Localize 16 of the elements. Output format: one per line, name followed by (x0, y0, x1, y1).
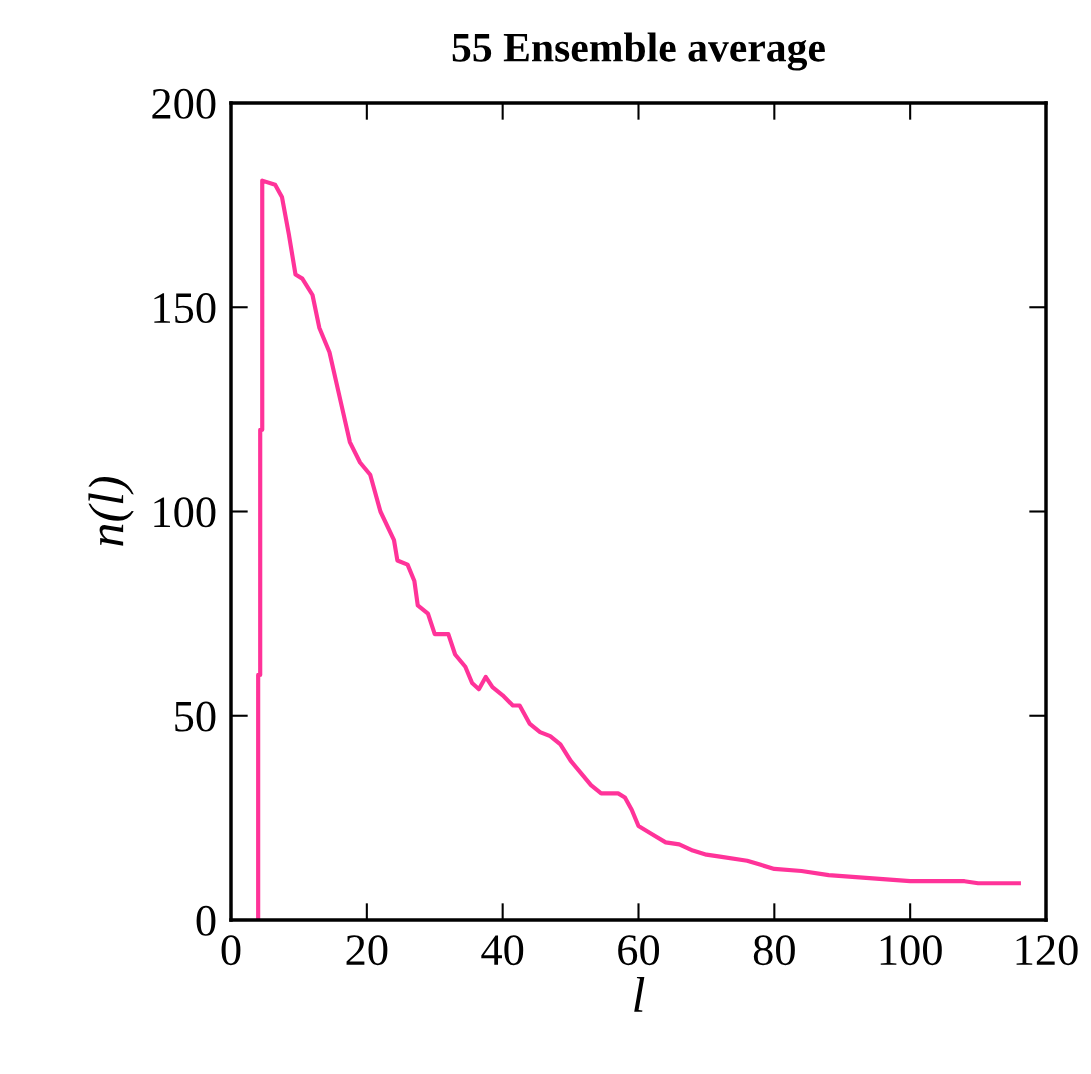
x-tick-label: 100 (880, 935, 942, 966)
y-axis-title: n(l) (88, 476, 134, 546)
y-tick-label: 50 (175, 701, 216, 732)
y-tick-label: 150 (154, 293, 216, 324)
x-axis-title: l (634, 976, 645, 1012)
y-tick-label: 200 (152, 88, 216, 119)
x-tick-label: 60 (618, 935, 660, 966)
chart-title: 55 Ensemble average (452, 32, 825, 71)
x-tick-label: 0 (221, 935, 241, 966)
x-tick-label: 20 (346, 935, 388, 966)
x-tick-label: 80 (753, 935, 795, 966)
y-tick-label: 0 (196, 905, 216, 936)
x-tick-label: 40 (481, 935, 524, 966)
x-tick-label: 120 (1016, 935, 1078, 966)
y-tick-label: 100 (154, 497, 216, 528)
line-series (256, 178, 1021, 920)
